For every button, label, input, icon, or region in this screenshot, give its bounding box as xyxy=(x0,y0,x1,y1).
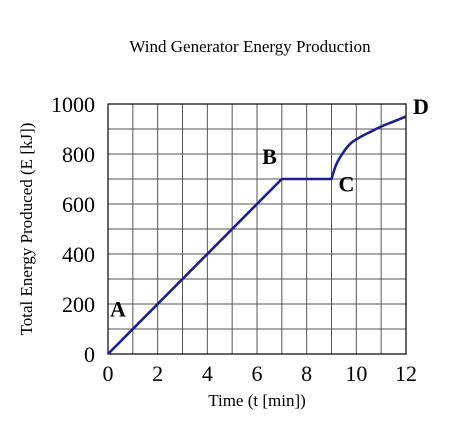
annotation-label-b: B xyxy=(262,144,277,169)
annotation-label-c: C xyxy=(338,172,354,197)
y-tick-label: 600 xyxy=(62,192,95,217)
x-axis-label: Time (t [min]) xyxy=(208,391,306,410)
y-tick-label: 0 xyxy=(84,342,95,367)
x-tick-label: 12 xyxy=(395,361,417,386)
chart-title: Wind Generator Energy Production xyxy=(129,37,371,56)
x-tick-label: 10 xyxy=(345,361,367,386)
x-tick-label: 6 xyxy=(252,361,263,386)
y-tick-label: 1000 xyxy=(51,92,95,117)
x-tick-label: 2 xyxy=(152,361,163,386)
annotations: A B C D xyxy=(110,94,429,322)
y-axis-label: Total Energy Produced (E [kJ]) xyxy=(17,123,36,336)
x-tick-label: 4 xyxy=(202,361,213,386)
annotation-label-a: A xyxy=(110,297,126,322)
grid xyxy=(108,104,406,354)
series-line xyxy=(107,115,407,355)
annotation-label-d: D xyxy=(413,94,429,119)
x-tick-label: 8 xyxy=(301,361,312,386)
tick-labels: 0 2 4 6 8 10 12 0 200 400 600 800 1000 xyxy=(51,92,417,386)
y-tick-label: 400 xyxy=(62,242,95,267)
x-tick-label: 0 xyxy=(103,361,114,386)
y-tick-label: 800 xyxy=(62,142,95,167)
y-tick-label: 200 xyxy=(62,292,95,317)
plot-frame xyxy=(107,103,407,355)
